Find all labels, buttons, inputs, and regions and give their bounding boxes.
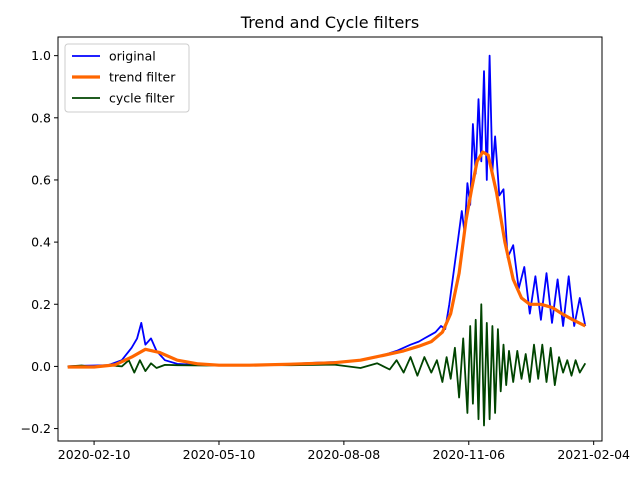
legend-label: original <box>109 49 156 64</box>
y-tick-label: 0.6 <box>31 172 51 187</box>
legend-box <box>64 43 190 113</box>
x-tick-label: 2021-02-04 <box>557 447 630 462</box>
axes-frame <box>57 36 603 442</box>
series-line-trend-filter <box>67 150 587 369</box>
x-tick-label: 2020-05-10 <box>183 447 256 462</box>
legend-label: trend filter <box>109 70 176 85</box>
y-tick-label: 0.8 <box>31 110 51 125</box>
x-tick-label: 2020-02-10 <box>58 447 131 462</box>
chart-title: Trend and Cycle filters <box>240 13 419 32</box>
y-tick-label: 0.4 <box>31 235 51 250</box>
y-tick-label: 0.0 <box>31 359 51 374</box>
plot-area <box>67 54 587 427</box>
axes: −0.2 0.0 0.2 0.4 0.6 0.8 1.0 2020-02-10 2020-05-… <box>21 36 630 462</box>
series-line-cycle-filter <box>67 303 587 427</box>
x-tick-label: 2020-11-06 <box>432 447 505 462</box>
y-tick-label: −0.2 <box>21 421 51 436</box>
y-tick-label: 1.0 <box>31 48 51 63</box>
legend-label: cycle filter <box>109 91 175 106</box>
legend: original trend filter cycle filter <box>64 43 190 113</box>
x-tick-label: 2020-08-08 <box>308 447 381 462</box>
y-tick-label: 0.2 <box>31 297 51 312</box>
